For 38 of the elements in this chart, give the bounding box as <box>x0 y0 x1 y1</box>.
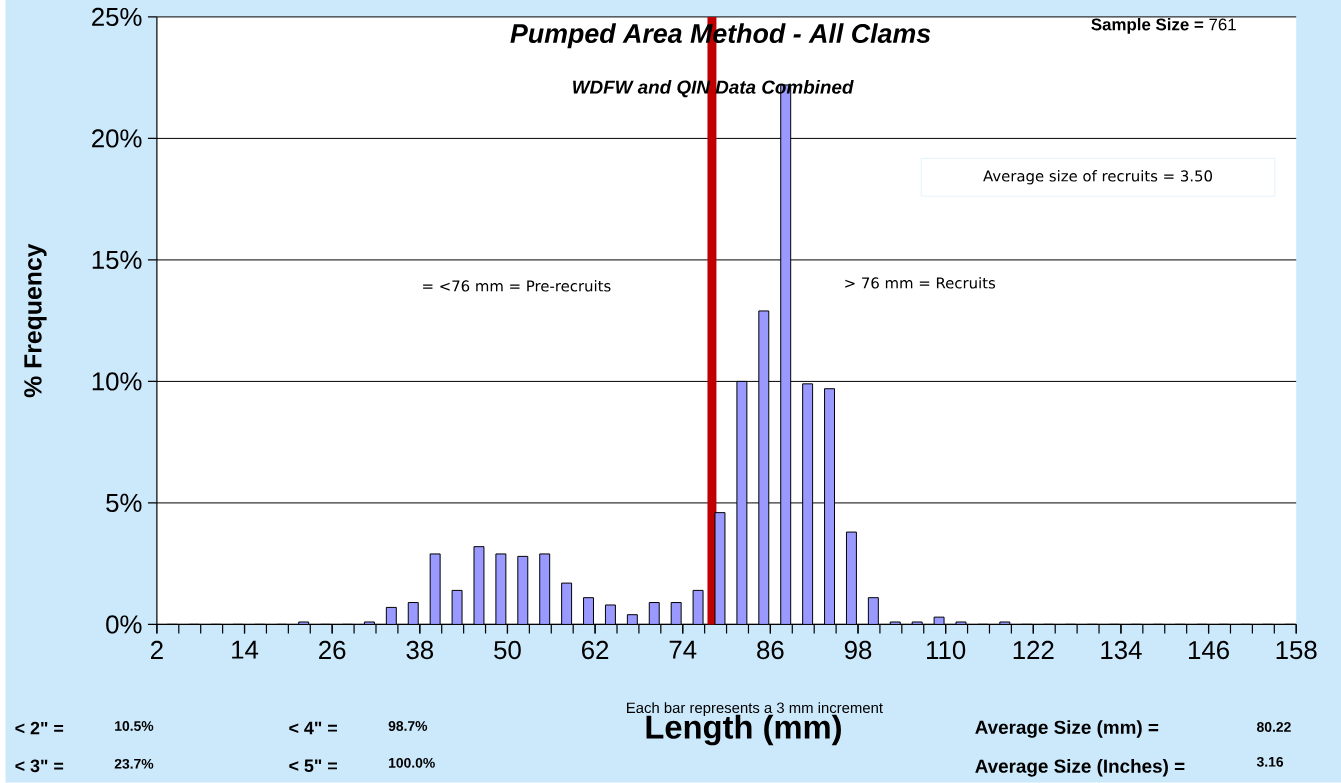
annotation: > 76 mm = Recruits <box>845 277 996 289</box>
text: 23.7% <box>114 759 154 769</box>
text: 100.0% <box>389 758 435 768</box>
text: < 3" = <box>15 759 64 773</box>
annotation: Sample Size = 761 <box>1091 18 1236 34</box>
text: Average Size (Inches) = <box>975 759 1185 777</box>
text: < 4" = <box>289 721 337 735</box>
y-tick-label: 15% <box>92 250 142 270</box>
text: 98.7% <box>388 721 428 732</box>
x-tick-label: 98 <box>844 640 872 660</box>
annotation: = <76 mm = Pre-recruits <box>423 280 611 292</box>
y-tick-label: 10% <box>92 372 142 391</box>
y-tick-label: 0% <box>106 615 142 634</box>
x-tick-label: 86 <box>757 640 784 660</box>
x-tick-label: 38 <box>406 640 434 660</box>
text: < 2" = <box>15 721 64 735</box>
x-tick-label: 50 <box>494 640 521 660</box>
text: Average Size (mm) = <box>975 720 1159 738</box>
x-tick-label: 2 <box>151 640 163 659</box>
y-axis-title: % Frequency <box>24 243 47 398</box>
x-tick-label: 122 <box>1013 640 1054 659</box>
x-tick-label: 14 <box>232 640 259 659</box>
text: 10.5% <box>115 721 154 732</box>
y-tick-label: 25% <box>92 7 142 27</box>
text: < 5" = <box>289 759 337 773</box>
x-axis-title: Length (mm) <box>646 714 841 746</box>
x-tick-label: 134 <box>1101 640 1142 660</box>
x-tick-label: 146 <box>1189 640 1229 660</box>
text: 80.22 <box>1257 722 1291 733</box>
x-tick-label: 26 <box>319 640 346 660</box>
y-tick-label: 20% <box>92 129 142 148</box>
text: 3.16 <box>1256 757 1284 767</box>
x-tick-label: 110 <box>927 640 966 660</box>
x-tick-label: 62 <box>582 640 609 660</box>
annotation: Average size of recruits = 3.50 <box>983 170 1213 185</box>
y-tick-label: 5% <box>106 493 142 513</box>
x-tick-label: 74 <box>669 640 697 659</box>
x-tick-label: 158 <box>1276 640 1317 660</box>
